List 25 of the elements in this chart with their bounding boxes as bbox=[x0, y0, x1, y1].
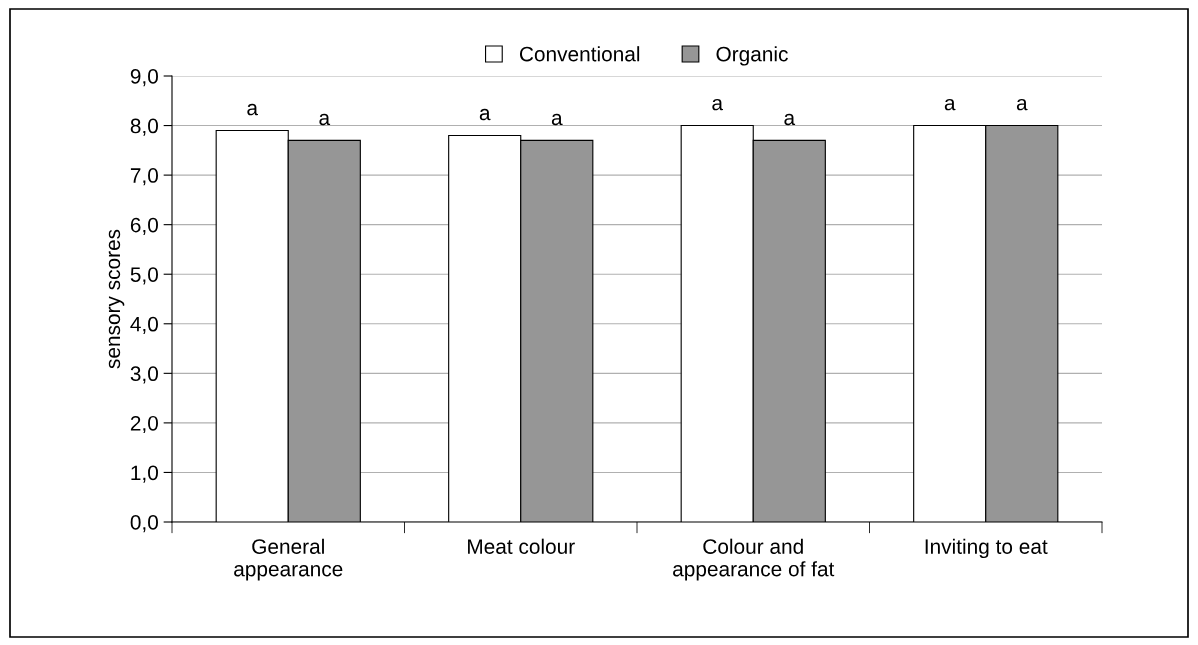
x-tick-label: General appearance bbox=[234, 538, 343, 581]
y-axis-title: sensory scores bbox=[108, 229, 125, 369]
y-tick-label: 6,0 bbox=[130, 217, 158, 235]
x-tick-label: Inviting to eat bbox=[925, 538, 1048, 559]
y-tick-label: 3,0 bbox=[130, 366, 158, 384]
y-tick-label: 2,0 bbox=[130, 415, 158, 434]
x-tick-label: Colour and appearance of fat bbox=[673, 538, 835, 581]
data-label: a bbox=[784, 113, 796, 126]
data-label: a bbox=[944, 98, 956, 111]
data-label: a bbox=[1016, 98, 1028, 111]
data-label: a bbox=[479, 108, 491, 121]
legend-label: Organic bbox=[716, 46, 788, 66]
y-tick-label: 7,0 bbox=[130, 168, 158, 186]
y-tick-label: 5,0 bbox=[130, 267, 158, 285]
y-tick-label: 4,0 bbox=[130, 316, 158, 334]
y-tick-label: 0,0 bbox=[130, 515, 158, 533]
y-tick-label: 1,0 bbox=[131, 465, 158, 483]
y-tick-label: 9,0 bbox=[130, 69, 158, 87]
x-tick-label: Meat colour bbox=[468, 538, 575, 554]
legend-label: Conventional bbox=[519, 46, 640, 62]
data-label: a bbox=[551, 113, 563, 126]
y-tick-label: 8,0 bbox=[130, 118, 158, 136]
data-label: a bbox=[712, 98, 724, 111]
data-label: a bbox=[247, 103, 259, 116]
data-label: a bbox=[319, 113, 331, 126]
